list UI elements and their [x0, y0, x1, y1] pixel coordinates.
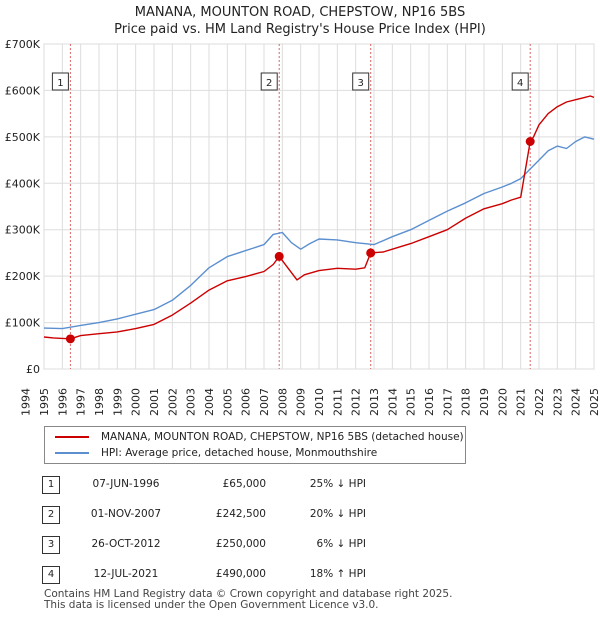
x-tick-label: 1997 [75, 388, 88, 416]
sale-point [65, 334, 75, 344]
y-tick-label: £500K [5, 131, 41, 144]
x-tick-label: 2013 [368, 388, 381, 416]
sale-marker-label: 4 [517, 78, 523, 89]
sale-number-badge: 1 [42, 476, 60, 494]
x-tick-label: 2018 [460, 388, 473, 416]
x-tick-label: 2002 [166, 388, 179, 416]
y-tick-label: £300K [5, 224, 41, 237]
legend: MANANA, MOUNTON ROAD, CHEPSTOW, NP16 5BS… [44, 426, 466, 464]
sale-point [525, 137, 535, 146]
x-tick-label: 2000 [130, 388, 143, 416]
sale-marker-label: 3 [358, 78, 364, 89]
legend-label-hpi: HPI: Average price, detached house, Monm… [101, 447, 378, 459]
sale-marker-box [51, 72, 69, 91]
sale-date: 07-JUN-1996 [92, 478, 160, 490]
footer-line-1: Contains HM Land Registry data © Crown c… [44, 588, 453, 600]
x-tick-label: 2022 [533, 388, 546, 416]
sale-hpi-diff: 20% ↓ HPI [309, 508, 366, 520]
sale-hpi-diff: 25% ↓ HPI [309, 478, 366, 490]
sale-point [274, 251, 284, 261]
chart-title: MANANA, MOUNTON ROAD, CHEPSTOW, NP16 5BS [134, 5, 466, 20]
sale-price: £65,000 [222, 478, 266, 490]
x-tick-label: 1994 [20, 388, 33, 416]
sale-number-badge: 4 [42, 566, 60, 584]
x-tick-label: 2016 [423, 388, 436, 416]
sale-marker-box [511, 72, 529, 91]
chart-subtitle: Price paid vs. HM Land Registry's House … [114, 22, 486, 37]
sale-marker-label: 2 [266, 78, 272, 89]
sale-date: 12-JUL-2021 [93, 568, 159, 580]
legend-swatch-property [55, 436, 89, 438]
sale-price: £490,000 [215, 568, 266, 580]
hpi-series-line [43, 136, 595, 330]
sale-point [366, 248, 376, 258]
y-tick-label: £700K [5, 38, 41, 51]
sale-marker-box [352, 72, 370, 91]
x-tick-label: 2014 [386, 388, 399, 416]
y-tick-label: £0 [26, 363, 40, 376]
x-tick-label: 2007 [258, 388, 271, 416]
x-tick-label: 2003 [185, 388, 198, 416]
sale-hpi-diff: 18% ↑ HPI [309, 568, 366, 580]
x-tick-label: 2009 [295, 388, 308, 416]
x-tick-label: 2010 [313, 388, 326, 416]
x-tick-label: 1995 [38, 388, 51, 416]
sale-hpi-diff: 6% ↓ HPI [316, 538, 366, 550]
y-tick-label: £200K [5, 270, 41, 283]
legend-label-property: MANANA, MOUNTON ROAD, CHEPSTOW, NP16 5BS… [101, 431, 464, 443]
chart-title-block: MANANA, MOUNTON ROAD, CHEPSTOW, NP16 5BS… [0, 4, 600, 38]
x-tick-label: 2019 [478, 388, 491, 416]
y-tick-label: £400K [5, 177, 41, 190]
x-tick-label: 2001 [148, 388, 161, 416]
x-tick-label: 2005 [221, 388, 234, 416]
x-tick-label: 2006 [240, 388, 253, 416]
x-tick-label: 2008 [276, 388, 289, 416]
price-chart: £0 £100K £200K £300K £400K £500K £600K £700K 199… [5, 38, 600, 416]
sale-date: 01-NOV-2007 [90, 508, 162, 520]
legend-swatch-hpi [55, 452, 89, 454]
sale-marker-label: 1 [57, 78, 63, 89]
property-series-line [43, 95, 595, 340]
x-tick-label: 1996 [56, 388, 69, 416]
sale-price: £242,500 [215, 508, 266, 520]
y-tick-label: £100K [5, 317, 41, 330]
sale-date: 26-OCT-2012 [91, 538, 161, 550]
sale-number-badge: 3 [42, 536, 60, 554]
x-tick-label: 1998 [93, 388, 106, 416]
x-tick-label: 2004 [203, 388, 216, 416]
sale-price: £250,000 [215, 538, 266, 550]
footer-line-2: This data is licensed under the Open Gov… [44, 599, 379, 611]
legend-item-property: MANANA, MOUNTON ROAD, CHEPSTOW, NP16 5BS… [55, 429, 464, 445]
y-tick-label: £600K [5, 84, 41, 97]
footer-attribution: Contains HM Land Registry data © Crown c… [44, 589, 452, 611]
x-tick-label: 2025 [588, 388, 600, 416]
x-tick-label: 2023 [551, 388, 564, 416]
sale-marker-box [260, 72, 278, 91]
x-tick-label: 2024 [570, 388, 583, 416]
x-tick-label: 1999 [111, 388, 124, 416]
x-tick-label: 2020 [496, 388, 509, 416]
x-tick-label: 2021 [515, 388, 528, 416]
x-tick-label: 2011 [331, 388, 344, 416]
sale-number-badge: 2 [42, 506, 60, 524]
x-tick-label: 2017 [441, 388, 454, 416]
x-tick-label: 2015 [405, 388, 418, 416]
legend-item-hpi: HPI: Average price, detached house, Monm… [55, 445, 377, 461]
x-tick-label: 2012 [350, 388, 363, 416]
